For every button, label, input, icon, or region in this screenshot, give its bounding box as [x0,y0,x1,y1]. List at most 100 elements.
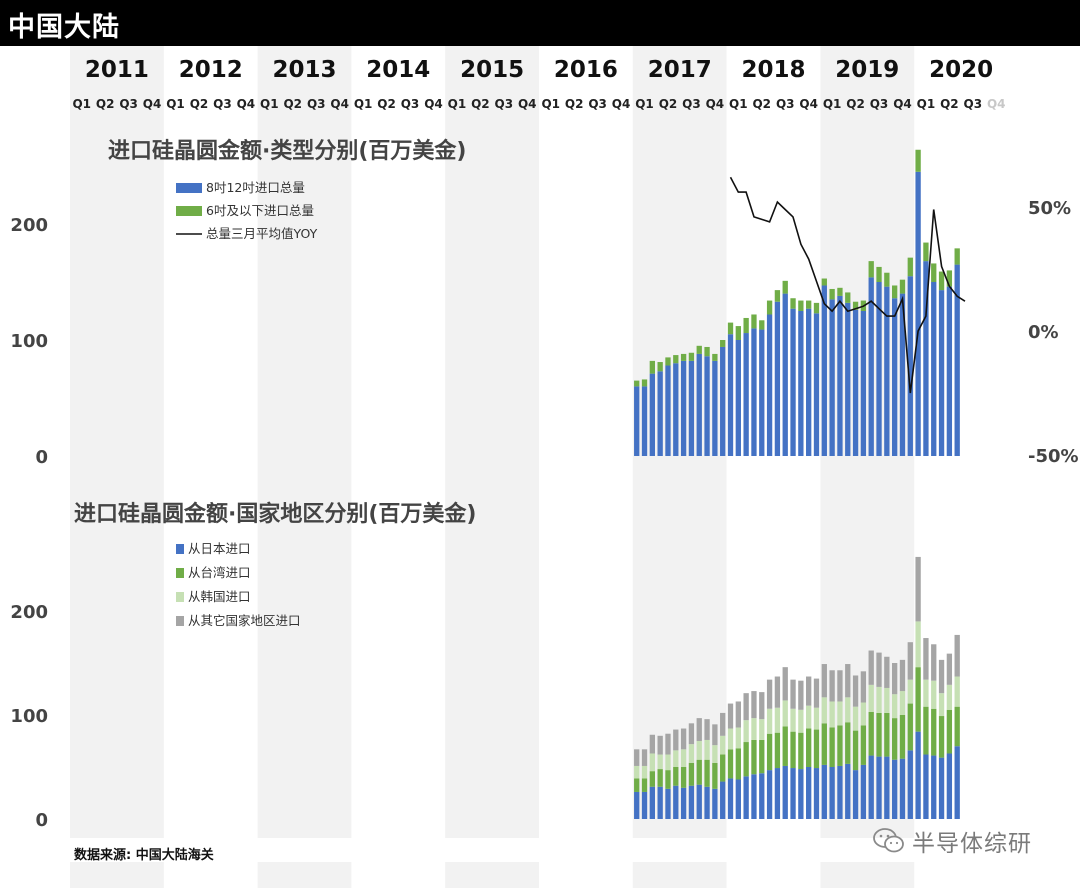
bar-segment [696,741,702,760]
y2-tick-label: -50% [1028,446,1079,467]
bar-segment [946,286,953,456]
quarter-label: Q1 [917,97,936,111]
quarter-label: Q1 [541,97,560,111]
bar-segment [634,778,640,792]
bar-segment [766,708,773,734]
bar-segment [727,728,734,750]
bar-segment [845,722,851,764]
bar-segment [938,693,945,717]
bar-segment [704,719,710,740]
bar-segment [907,703,913,751]
bar-segment [720,346,726,456]
bar-segment [876,712,882,757]
bar-segment [751,718,757,740]
bar-segment [931,708,937,756]
quarter-label: Q1 [260,97,279,111]
bar-segment [884,272,890,287]
bar-segment [884,286,890,456]
bar-segment [860,311,867,456]
bar-segment [688,744,695,763]
quarter-label: Q3 [119,97,138,111]
bar-segment [759,329,765,456]
bar-segment [868,755,874,819]
bar-segment [868,261,874,278]
bar-segment [634,386,640,456]
bar-segment [720,735,726,755]
bar-segment [954,676,960,707]
bar-segment [907,257,913,277]
bar-segment [829,288,835,300]
bar-segment [634,765,640,779]
bar-segment [680,749,687,767]
bar-segment [673,750,679,767]
legend-swatch [176,592,184,602]
bar-segment [931,755,937,819]
year-band [632,46,727,888]
bar-segment [673,729,679,751]
bar-segment [680,360,687,456]
bar-segment [931,282,937,456]
year-label: 2012 [179,57,243,83]
bar-segment [876,282,882,456]
bar-segment [946,753,953,819]
bar-segment [884,712,890,757]
bar-segment [852,770,859,819]
bar-segment [743,693,749,721]
bar-segment [759,773,765,819]
bar-segment [782,765,788,819]
bar-segment [774,768,781,819]
bar-segment [649,786,655,819]
legend-swatch [176,183,202,193]
bar-segment [759,739,765,774]
bar-segment [657,735,663,755]
bar-segment [923,679,929,707]
bar-segment [673,363,679,456]
bar-segment [688,785,695,819]
bar-segment [688,762,695,786]
bar-segment [766,770,773,819]
y-tick-label: 0 [35,447,48,468]
bar-segment [743,776,749,819]
bar-segment [774,290,781,302]
quarter-label: Q4 [143,97,162,111]
page-title: 中国大陆 [8,12,120,43]
bar-segment [829,299,835,456]
y2-tick-label: 0% [1028,322,1059,343]
year-band [70,46,164,888]
bar-segment [813,678,820,708]
bar-segment [782,280,788,294]
year-label: 2018 [741,57,805,83]
legend-label: 从其它国家地区进口 [188,613,301,628]
bar-segment [868,277,874,456]
bar-segment [954,264,960,456]
bar-segment [649,771,655,787]
bar-segment [915,621,921,668]
bar-segment [892,718,898,760]
legend-swatch [176,544,184,554]
quarter-label: Q3 [776,97,795,111]
legend-label: 8吋12吋进口总量 [206,180,305,195]
bar-segment [892,759,898,819]
bar-segment [774,301,781,456]
bar-segment [735,701,741,728]
bar-segment [899,758,906,819]
bar-segment [688,360,695,456]
bar-segment [954,746,960,819]
bar-segment [727,749,734,779]
bar-segment [735,340,741,456]
bar-segment [735,326,741,340]
bar-segment [704,786,710,819]
bar-segment [954,706,960,747]
bar-segment [751,691,757,719]
bar-segment [712,762,718,789]
bar-segment [892,663,898,695]
bar-segment [727,778,734,819]
bar-segment [641,791,648,819]
bar-segment [813,768,820,819]
legend-label: 从韩国进口 [188,589,251,604]
bar-segment [806,300,812,309]
bar-segment [876,756,882,819]
bar-segment [766,300,773,315]
quarter-label: Q4 [893,97,912,111]
bar-segment [641,765,648,779]
